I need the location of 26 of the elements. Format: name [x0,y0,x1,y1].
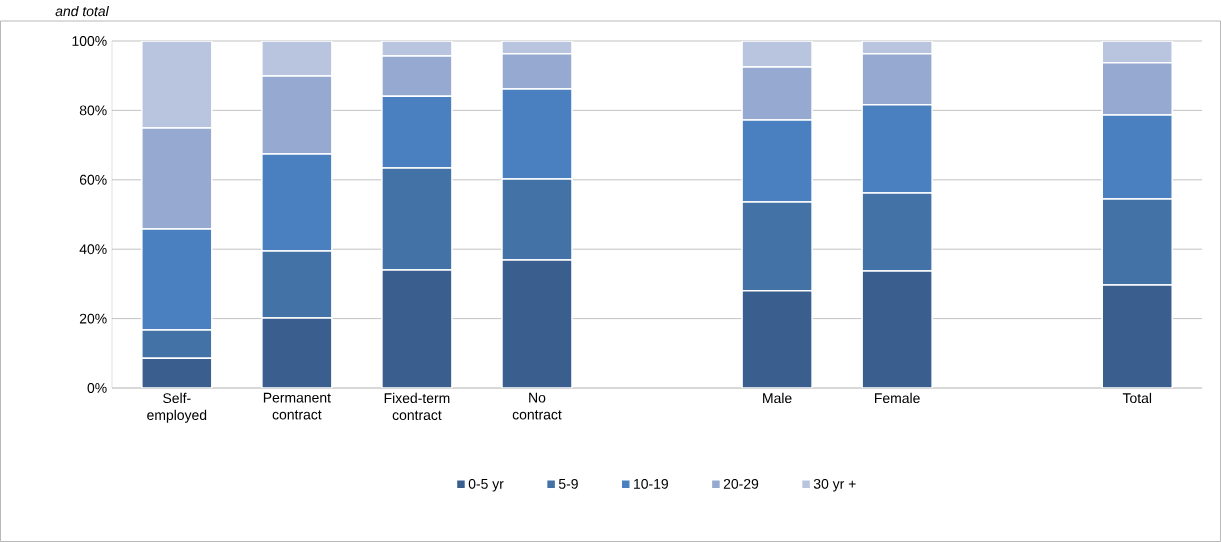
x-tick-label: Permanent contract [263,392,331,420]
legend-label: 5-9 [558,478,578,489]
x-tick-label: Male [763,392,792,404]
x-tick-label: No contract [512,392,562,420]
x-tick-label: Fixed-term contract [384,392,450,421]
y-tick-label: 0% [87,383,107,393]
bar [141,357,213,388]
bar [1101,284,1173,388]
legend-label: 0-5 yr [468,478,504,492]
x-tick-label: Total [1122,392,1152,404]
y-tick-label: 80% [79,105,107,116]
x-tick-label: Female [875,392,920,404]
bar [261,317,333,388]
y-tick-label: 100% [72,36,107,46]
bar [381,269,453,388]
bar [501,259,573,388]
legend-label: 20-29 [723,478,759,489]
y-tick-label: 40% [79,244,107,255]
legend-label: 10-19 [634,478,668,489]
bar [741,290,813,388]
x-tick-label: Self-employed [147,392,207,423]
chart-title: and total [55,5,109,17]
bar [861,270,933,388]
y-tick-label: 60% [79,174,107,185]
legend-label: 30 yr + [813,478,856,492]
y-tick-label: 20% [79,313,107,324]
